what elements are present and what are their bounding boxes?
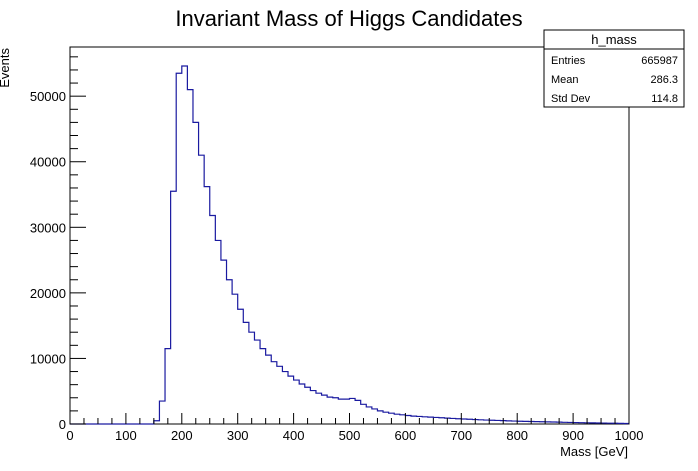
- x-tick-label: 400: [283, 428, 305, 443]
- x-tick-label: 1000: [615, 428, 644, 443]
- x-axis-label: Mass [GeV]: [560, 444, 628, 459]
- x-tick-label: 800: [506, 428, 528, 443]
- y-axis: 0 10000 20000 30000 40000 50000: [30, 56, 86, 432]
- x-tick-label: 600: [395, 428, 417, 443]
- y-tick-label: 0: [59, 417, 66, 432]
- x-tick-label: 100: [115, 428, 137, 443]
- histogram-series: [70, 65, 629, 425]
- stats-box-frame: [543, 29, 685, 108]
- y-axis-label: Events: [0, 48, 12, 88]
- x-tick-label: 300: [227, 428, 249, 443]
- y-tick-label: 40000: [30, 155, 66, 170]
- y-tick-label: 20000: [30, 286, 66, 301]
- stats-mean-value: 286.3: [650, 74, 678, 86]
- histogram-line: [70, 65, 629, 425]
- stats-box-name: h_mass: [591, 32, 637, 47]
- y-tick-label: 50000: [30, 89, 66, 104]
- x-axis: 0 100 200 300 400 500 600 700 800 900 1000: [66, 413, 643, 443]
- stats-stddev-label: Std Dev: [551, 93, 591, 105]
- stats-mean-label: Mean: [551, 74, 579, 86]
- chart-title: Invariant Mass of Higgs Candidates: [175, 6, 522, 31]
- x-tick-label: 500: [339, 428, 361, 443]
- stats-box: h_mass Entries 665987 Mean 286.3 Std Dev…: [543, 29, 685, 108]
- x-tick-label: 0: [66, 428, 73, 443]
- y-tick-label: 10000: [30, 351, 66, 366]
- x-tick-label: 200: [171, 428, 193, 443]
- stats-entries-label: Entries: [551, 55, 586, 67]
- x-tick-label: 900: [562, 428, 584, 443]
- x-tick-label: 700: [450, 428, 472, 443]
- stats-entries-value: 665987: [641, 55, 678, 67]
- stats-stddev-value: 114.8: [651, 93, 678, 105]
- y-tick-label: 30000: [30, 220, 66, 235]
